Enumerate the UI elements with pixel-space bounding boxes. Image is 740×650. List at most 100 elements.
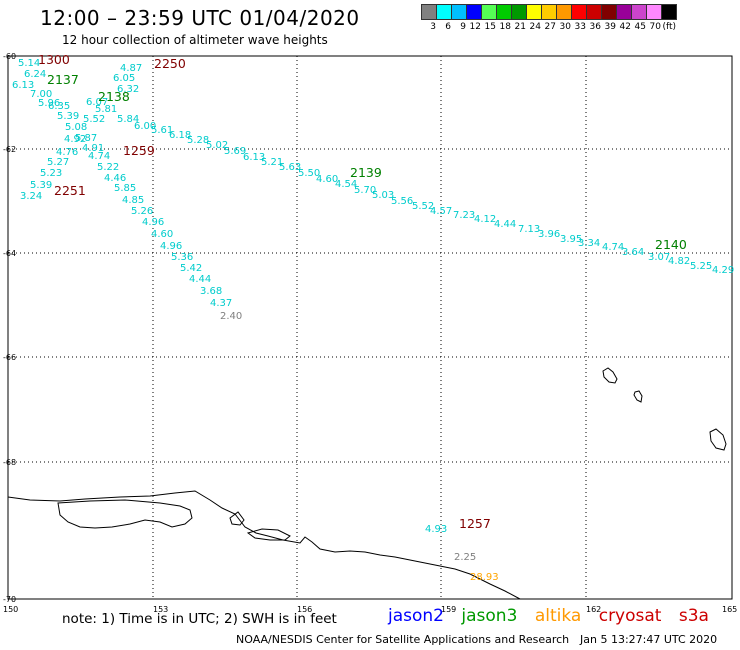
legend-tick: 9 <box>460 22 466 32</box>
mission-jason3: jason3 <box>461 606 518 626</box>
swh-value: 4.29 <box>712 265 734 276</box>
swh-value: 5.81 <box>95 104 117 115</box>
page-subtitle: 12 hour collection of altimeter wave hei… <box>62 33 328 47</box>
legend-tick: 24 <box>529 22 541 32</box>
latitude-label: -70 <box>3 595 16 604</box>
swh-value: 4.60 <box>316 174 338 185</box>
swh-value: 5.39 <box>57 111 79 122</box>
swh-value: 5.39 <box>30 180 52 191</box>
swh-value: 4.12 <box>474 214 496 225</box>
pass-time-label: 2250 <box>154 56 186 71</box>
swh-value: 6.18 <box>169 130 191 141</box>
credit-line: NOAA/NESDIS Center for Satellite Applica… <box>236 633 570 646</box>
legend-tick: (ft) <box>662 22 676 32</box>
swh-value: 5.42 <box>180 263 202 274</box>
pass-time-label: 2138 <box>98 89 130 104</box>
swh-value: 4.44 <box>494 219 516 230</box>
swh-value: 5.52 <box>412 201 434 212</box>
mission-cryosat: cryosat <box>598 606 662 626</box>
swh-value: 5.96 <box>38 98 60 109</box>
swh-value: 5.22 <box>97 162 119 173</box>
pass-time-labels: 1300 2250 2137 2138 1259 2251 2139 2140 1257 <box>38 52 687 531</box>
legend-swatch <box>661 4 677 20</box>
swh-value: 5.28 <box>187 135 209 146</box>
mission-altika: altika <box>534 606 582 626</box>
generated-timestamp: Jan 5 13:27:47 UTC 2020 <box>580 633 718 646</box>
swh-value: 3.64 <box>622 247 644 258</box>
swh-value: 4.57 <box>430 206 452 217</box>
swh-value: 6.13 <box>243 152 265 163</box>
legend-tick: 21 <box>514 22 526 32</box>
mission-s3a: s3a <box>678 606 709 626</box>
swh-value: 4.96 <box>142 217 164 228</box>
swh-value: 4.60 <box>151 229 173 240</box>
swh-value: 5.70 <box>354 185 376 196</box>
swh-value: 3.96 <box>538 229 560 240</box>
swh-value: 5.87 <box>75 133 97 144</box>
swh-value: 5.56 <box>391 196 413 207</box>
swh-value: 5.08 <box>65 122 87 133</box>
pass-time-label: 1300 <box>38 52 70 67</box>
swh-observations: 5.146.246.137.005.966.355.395.084.924.76… <box>12 58 734 583</box>
longitude-label: 153 <box>153 605 168 614</box>
swh-value: 5.27 <box>47 157 69 168</box>
swh-value: 4.44 <box>189 274 211 285</box>
swh-value: 4.37 <box>210 298 232 309</box>
swh-value: 6.07 <box>86 97 108 108</box>
pass-time-label: 2139 <box>350 165 382 180</box>
legend-tick: 27 <box>544 22 556 32</box>
swh-value: 5.14 <box>18 58 40 69</box>
color-legend: 3 6 9 12 15 18 21 24 27 30 33 36 39 42 45 70 (ft) <box>421 4 677 32</box>
legend-tick: 3 <box>430 22 436 32</box>
longitude-label: 156 <box>297 605 312 614</box>
legend-tick: 39 <box>604 22 616 32</box>
swh-value: 4.74 <box>602 242 624 253</box>
glacier-tongue-outline <box>229 511 291 541</box>
longitude-label: 165 <box>722 605 737 614</box>
legend-tick: 42 <box>619 22 631 32</box>
legend-swatches <box>421 4 677 20</box>
swh-value: 3.24 <box>20 191 42 202</box>
axis-labels: 150 153 156 159 162 165 -60 -62 -64 -66 -68 -70 <box>3 52 737 614</box>
graticule <box>8 56 732 599</box>
pass-time-label: 2140 <box>655 237 687 252</box>
swh-value: 4.93 <box>425 524 447 535</box>
balleny-island-1 <box>602 367 618 384</box>
pass-time-label: 1259 <box>123 143 155 158</box>
swh-value: 3.07 <box>648 252 670 263</box>
swh-value: 5.36 <box>171 252 193 263</box>
legend-tick: 70 <box>649 22 661 32</box>
swh-value: 3.95 <box>560 234 582 245</box>
latitude-label: -68 <box>3 458 16 467</box>
latitude-label: -64 <box>3 249 16 258</box>
mission-jason2: jason2 <box>388 606 444 626</box>
map-frame <box>7 55 733 600</box>
swh-value: 4.74 <box>88 151 110 162</box>
antarctic-coastline <box>7 490 521 600</box>
units-note: note: 1) Time is in UTC; 2) SWH is in fe… <box>62 611 337 627</box>
swh-value: 5.63 <box>279 162 301 173</box>
swh-value: 4.96 <box>160 241 182 252</box>
pass-time-label: 2137 <box>47 72 79 87</box>
swh-value: 6.05 <box>113 73 135 84</box>
legend-tick: 12 <box>469 22 481 32</box>
legend-tick: 33 <box>574 22 586 32</box>
legend-tick: 45 <box>634 22 646 32</box>
swh-value: 7.00 <box>30 89 52 100</box>
latitude-label: -60 <box>3 52 16 61</box>
swh-value: 2.40 <box>220 311 242 322</box>
balleny-island-2 <box>633 390 643 403</box>
swh-value: 3.34 <box>578 238 600 249</box>
swh-value: 5.50 <box>298 168 320 179</box>
swh-value: 5.69 <box>224 146 246 157</box>
swh-value: 6.32 <box>117 84 139 95</box>
pass-time-label: 1257 <box>459 516 491 531</box>
swh-value: 7.13 <box>518 224 540 235</box>
legend-tick: 36 <box>589 22 601 32</box>
legend-tick: 6 <box>445 22 451 32</box>
mission-legend: jason2 jason3 altika cryosat s3a <box>388 606 721 626</box>
swh-value: 5.03 <box>372 190 394 201</box>
swh-value: 4.82 <box>668 256 690 267</box>
swh-value: 4.91 <box>82 143 104 154</box>
